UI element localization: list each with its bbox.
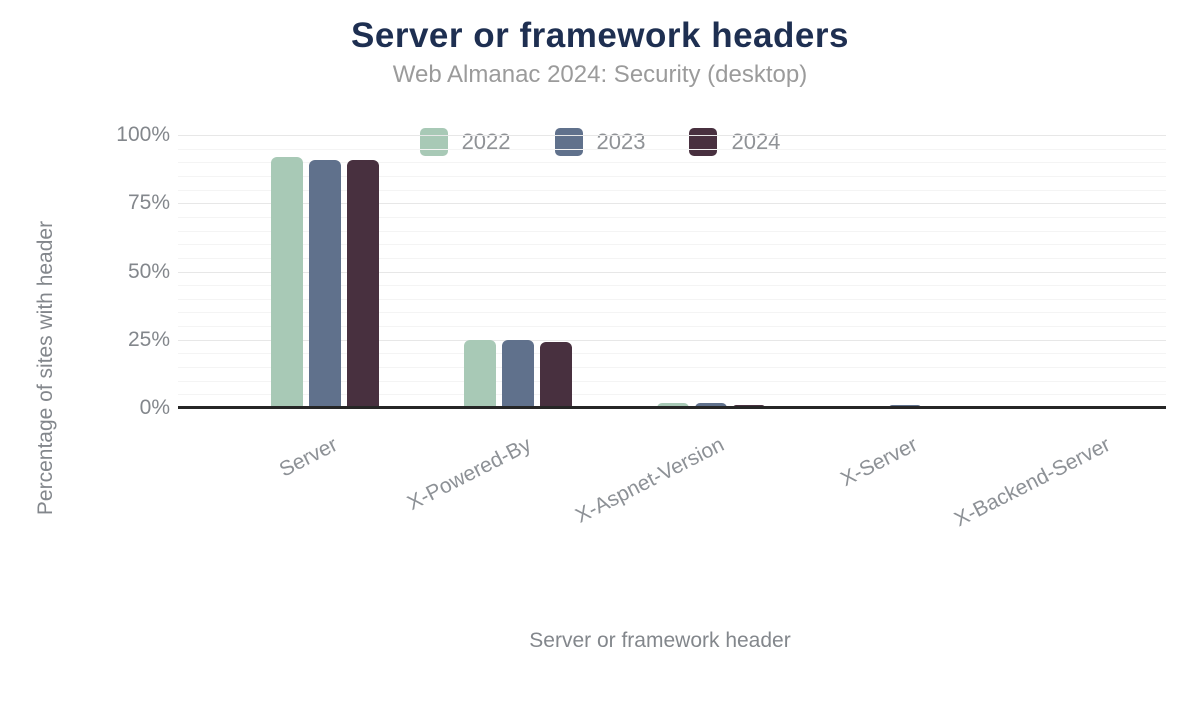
chart-legend: 2022 2023 2024 bbox=[0, 127, 1200, 157]
legend-swatch-2024 bbox=[689, 128, 718, 156]
legend-item-2024: 2024 bbox=[689, 128, 780, 156]
grid-line-minor bbox=[178, 244, 1166, 246]
bar-2022-server bbox=[271, 156, 303, 408]
chart-title: Server or framework headers bbox=[351, 16, 849, 55]
grid-line-minor bbox=[178, 312, 1166, 314]
legend-label: 2023 bbox=[596, 129, 646, 154]
x-axis-title: Server or framework header bbox=[529, 629, 791, 652]
x-category-label: X-Server bbox=[836, 433, 922, 492]
grid-line-minor bbox=[178, 216, 1166, 218]
grid-line-minor bbox=[178, 148, 1166, 150]
x-category-label: X-Powered-By bbox=[403, 433, 535, 515]
legend-item-2022: 2022 bbox=[419, 128, 511, 156]
legend-item-2023: 2023 bbox=[554, 128, 646, 156]
y-axis-title: Percentage of sites with header bbox=[34, 220, 57, 516]
grid-line-minor bbox=[178, 380, 1166, 382]
grid-line-major bbox=[178, 271, 1166, 273]
grid-line-minor bbox=[178, 394, 1166, 396]
legend-swatch-2023 bbox=[554, 128, 583, 156]
chart-subtitle: Web Almanac 2024: Security (desktop) bbox=[392, 61, 808, 88]
legend-label: 2022 bbox=[461, 129, 511, 154]
grid-line-major bbox=[178, 339, 1166, 341]
bar-2024-x-powered-by bbox=[540, 342, 573, 408]
bar-2023-x-aspnet-version bbox=[695, 402, 728, 408]
grid-line-minor bbox=[178, 162, 1166, 164]
y-tick-label: 50% bbox=[127, 259, 170, 283]
bar-2023-server bbox=[309, 159, 341, 408]
bar-2024-server bbox=[347, 159, 379, 408]
x-category-label: Server bbox=[275, 433, 342, 482]
bar-2022-x-powered-by bbox=[464, 339, 497, 408]
grid-line-major bbox=[178, 203, 1166, 205]
y-tick-label: 75% bbox=[127, 191, 170, 215]
bar-2023-x-powered-by bbox=[502, 339, 535, 408]
legend-label: 2024 bbox=[731, 129, 781, 154]
x-category-label: X-Backend-Server bbox=[950, 433, 1115, 532]
grid-line-minor bbox=[178, 353, 1166, 355]
y-tick-label: 25% bbox=[127, 327, 170, 351]
x-category-label: X-Aspnet-Version bbox=[571, 433, 728, 528]
grid-line-major bbox=[178, 135, 1166, 136]
grid-line-minor bbox=[178, 189, 1166, 191]
grid-line-minor bbox=[178, 367, 1166, 369]
legend-swatch-2022 bbox=[419, 128, 448, 156]
grid-line-minor bbox=[178, 257, 1166, 259]
grid-line-minor bbox=[178, 298, 1166, 300]
grid-line-minor bbox=[178, 326, 1166, 328]
y-tick-label: 0% bbox=[139, 396, 170, 419]
grid-line-minor bbox=[178, 285, 1166, 287]
bar-2022-x-aspnet-version bbox=[657, 402, 690, 408]
grid-line-minor bbox=[178, 175, 1166, 177]
y-tick-label: 100% bbox=[116, 123, 170, 146]
x-axis-line bbox=[178, 406, 1166, 409]
grid-line-minor bbox=[178, 230, 1166, 232]
